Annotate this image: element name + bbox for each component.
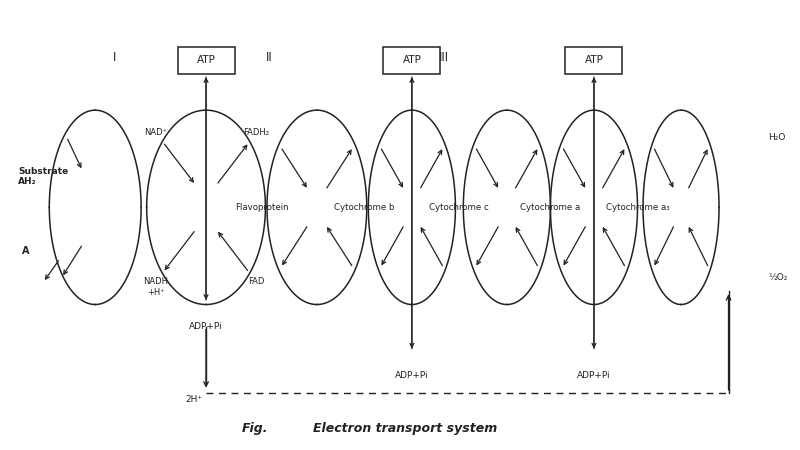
FancyBboxPatch shape	[383, 47, 440, 73]
Text: I: I	[114, 51, 117, 63]
Text: NAD⁺: NAD⁺	[144, 128, 167, 137]
Text: NADH
+H⁺: NADH +H⁺	[143, 277, 168, 297]
Text: FADH₂: FADH₂	[243, 128, 270, 137]
Text: ADP+Pi: ADP+Pi	[190, 322, 223, 331]
Text: H₂O: H₂O	[768, 133, 786, 142]
Text: Fig.: Fig.	[242, 422, 268, 435]
Text: II: II	[266, 51, 273, 63]
Text: ATP: ATP	[197, 55, 215, 65]
Text: Flavoprotein: Flavoprotein	[234, 203, 288, 212]
Text: Cytochrome a: Cytochrome a	[520, 203, 581, 212]
Text: ½O₂: ½O₂	[768, 273, 787, 282]
Text: ADP+Pi: ADP+Pi	[577, 371, 610, 380]
Text: III: III	[438, 51, 449, 63]
Text: Cytochrome b: Cytochrome b	[334, 203, 394, 212]
Text: Cytochrome c: Cytochrome c	[430, 203, 490, 212]
Text: A: A	[22, 247, 29, 256]
Text: ATP: ATP	[585, 55, 603, 65]
FancyBboxPatch shape	[178, 47, 234, 73]
Text: Electron transport system: Electron transport system	[313, 422, 497, 435]
Text: ATP: ATP	[402, 55, 422, 65]
FancyBboxPatch shape	[566, 47, 622, 73]
Text: ADP+Pi: ADP+Pi	[395, 371, 429, 380]
Text: Substrate
AH₂: Substrate AH₂	[18, 166, 69, 186]
Text: 2H⁺: 2H⁺	[185, 395, 202, 404]
Text: IV: IV	[612, 51, 623, 63]
Text: Cytochrome a₃: Cytochrome a₃	[606, 203, 670, 212]
Text: FAD: FAD	[248, 277, 265, 286]
